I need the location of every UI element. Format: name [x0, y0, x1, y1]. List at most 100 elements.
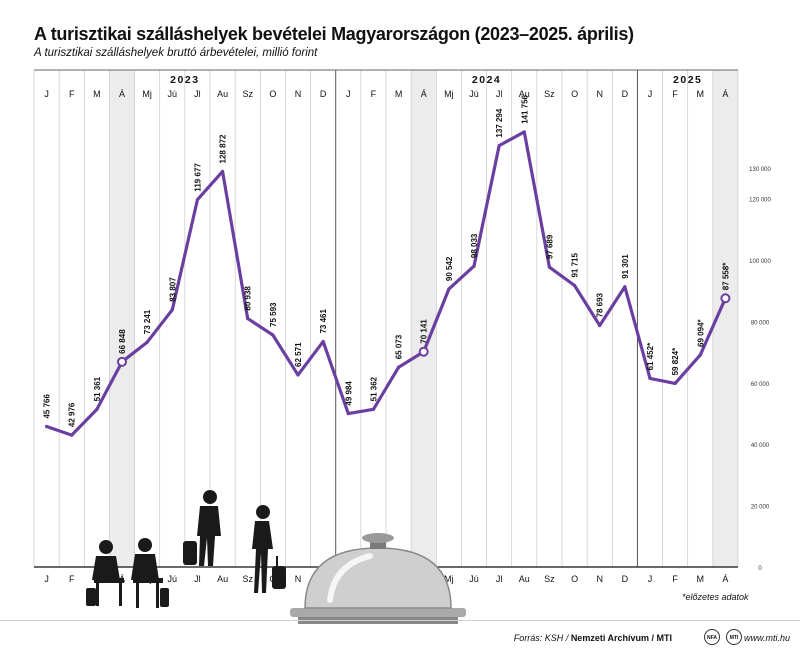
month-label-bottom: Mj: [444, 574, 454, 584]
data-point: [346, 411, 350, 416]
data-point: [145, 340, 149, 344]
data-label: 137 294: [495, 108, 504, 137]
data-point: [220, 169, 225, 174]
highlight-bands: [109, 70, 738, 567]
data-label: 45 766: [43, 394, 52, 419]
source-text: Forrás: KSH / Nemzeti Archívum / MTI: [514, 633, 672, 643]
month-label: M: [93, 89, 101, 99]
data-point: [522, 130, 526, 134]
data-label: 65 073: [395, 334, 404, 359]
month-label: O: [571, 89, 578, 99]
data-point: [497, 144, 501, 148]
month-label: F: [69, 89, 75, 99]
y-tick-label: 20 000: [751, 505, 770, 511]
data-point: [447, 287, 451, 291]
data-label: 49 984: [344, 381, 353, 406]
month-label: Sz: [242, 89, 253, 99]
data-point: [673, 381, 677, 385]
data-point: [371, 407, 376, 411]
data-label: 51 362: [369, 376, 378, 401]
month-label: Á: [119, 89, 125, 99]
month-label: Á: [722, 89, 728, 99]
data-point-marker: [720, 293, 731, 304]
month-label: Jú: [469, 89, 479, 99]
data-label: 59 824*: [671, 347, 680, 375]
data-point-marker: [117, 356, 127, 367]
data-label: 61 452*: [646, 342, 655, 370]
month-label-bottom: Au: [519, 574, 530, 584]
data-point: [698, 353, 702, 357]
footer: Forrás: KSH / Nemzeti Archívum / MTI NFA…: [0, 620, 800, 652]
data-label: 91 301: [621, 254, 630, 279]
month-label: O: [269, 89, 276, 99]
data-label: 73 461: [319, 309, 328, 334]
month-label-bottom: J: [44, 574, 49, 584]
month-label: Jl: [496, 89, 503, 99]
data-point: [598, 323, 602, 328]
month-label-bottom: N: [596, 574, 603, 584]
chart-title: A turisztikai szálláshelyek bevételei Ma…: [34, 24, 634, 44]
month-label: J: [346, 89, 351, 99]
data-label: 73 241: [143, 309, 152, 334]
walking-traveler-icon: [183, 490, 221, 566]
month-label: N: [596, 89, 603, 99]
data-point: [472, 264, 476, 268]
month-label-bottom: Au: [217, 574, 228, 584]
nfa-logo-icon: NFA: [704, 629, 720, 645]
data-point: [296, 373, 300, 377]
month-label-bottom: F: [69, 574, 75, 584]
y-tick-label: 100 000: [749, 259, 771, 265]
month-label-bottom: N: [295, 574, 302, 584]
site-url: www.mti.hu: [743, 633, 790, 643]
data-point: [623, 285, 627, 289]
data-point: [572, 283, 577, 288]
data-label: 91 715: [571, 252, 580, 277]
month-label: F: [371, 89, 377, 99]
month-label-bottom: F: [672, 574, 678, 584]
data-label: 51 361: [93, 376, 102, 401]
data-label: 90 542: [445, 256, 454, 281]
y-tick-label: 120 000: [749, 198, 771, 204]
y-tick-label: 40 000: [751, 443, 770, 449]
month-label-bottom: Sz: [242, 574, 253, 584]
seated-traveler-2-icon: [131, 538, 169, 608]
y-tick-label: 80 000: [751, 320, 770, 326]
series-polyline: [44, 130, 728, 437]
year-label: 2023: [170, 74, 199, 86]
month-label: J: [44, 89, 49, 99]
data-label: 141 756: [520, 94, 529, 123]
data-point: [95, 407, 99, 411]
month-label-bottom: J: [648, 574, 653, 584]
y-tick-label: 60 000: [751, 382, 770, 388]
data-point: [170, 308, 174, 312]
data-label: 66 848: [118, 329, 127, 354]
data-point: [44, 424, 49, 429]
month-label: Mj: [444, 89, 454, 99]
data-label: 62 571: [294, 342, 303, 367]
data-label: 70 141: [420, 319, 429, 344]
month-label: Mj: [142, 89, 152, 99]
y-axis: 0 20 000 40 000 60 000 80 000 100 000 120 000 1…: [749, 167, 771, 572]
footnote: *előzetes adatok: [682, 592, 749, 602]
month-label-bottom: Á: [722, 574, 728, 584]
data-label: 80 938: [244, 286, 253, 311]
data-label: 83 807: [168, 277, 177, 302]
data-label: 75 593: [269, 302, 278, 327]
month-label: M: [395, 89, 403, 99]
month-label-bottom: Jú: [469, 574, 479, 584]
y-tick-label: 0: [758, 566, 762, 572]
data-label: 87 558*: [721, 262, 730, 290]
data-point: [648, 376, 652, 380]
data-label: 97 689: [545, 234, 554, 259]
data-point: [396, 365, 401, 369]
month-label: Á: [421, 89, 427, 99]
y-tick-label: 130 000: [749, 167, 771, 173]
month-label: Au: [519, 89, 530, 99]
month-label: Jú: [168, 89, 178, 99]
year-label: 2025: [673, 74, 702, 86]
data-label: 119 677: [193, 163, 202, 192]
data-label: 98 033: [470, 233, 479, 258]
reception-bell-icon: [290, 533, 466, 624]
data-label: 42 976: [68, 402, 77, 427]
highlight-band: [411, 70, 437, 567]
